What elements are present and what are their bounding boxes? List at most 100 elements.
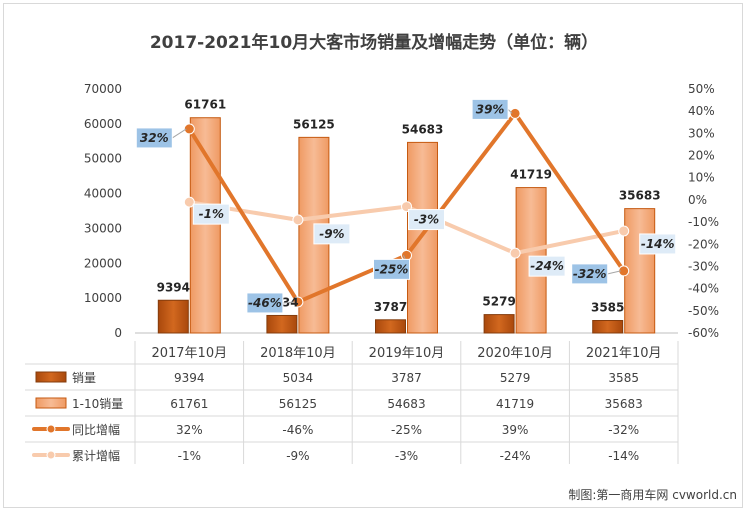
y-right-tick-label: 50% bbox=[688, 82, 715, 96]
data-table: 2017年10月 2018年10月 2019年10月 2020年10月 2021年10月… bbox=[25, 341, 679, 464]
cumulative-point-label-box bbox=[639, 233, 677, 255]
table-cell: 39% bbox=[502, 423, 529, 437]
y-left-tick-label: 50000 bbox=[84, 152, 122, 166]
yoy-point-label: -32% bbox=[573, 267, 607, 281]
data-labels: 9394503437875279358561761561255468341719… bbox=[135, 98, 677, 315]
table-row-label: 同比增幅 bbox=[72, 422, 120, 437]
point-yoy bbox=[183, 123, 195, 135]
bar-value-label: 35683 bbox=[619, 189, 661, 203]
table-cell: 35683 bbox=[605, 397, 643, 411]
bar-monthly bbox=[266, 314, 298, 334]
point-cumulative bbox=[183, 196, 195, 208]
yoy-point-label: 32% bbox=[140, 131, 169, 145]
y-left-tick-label: 20000 bbox=[84, 256, 122, 270]
y-right-tick-label: -10% bbox=[688, 215, 719, 229]
y-right-tick-label: 20% bbox=[688, 149, 715, 163]
table-cell: 5034 bbox=[283, 371, 314, 385]
yoy-leader-line bbox=[507, 109, 513, 114]
cumulative-point-label-box bbox=[192, 203, 230, 225]
cumulative-point-label: -3% bbox=[414, 213, 439, 227]
point-cumulative bbox=[509, 247, 521, 259]
table-cell: 3787 bbox=[391, 371, 422, 385]
y-right-tick-label: -60% bbox=[688, 326, 719, 340]
bar-ytd bbox=[624, 208, 656, 334]
point-cumulative bbox=[618, 225, 630, 237]
y-right-tick-label: 30% bbox=[688, 126, 715, 140]
bar-monthly bbox=[592, 320, 624, 334]
y-right-tick-label: 0% bbox=[688, 193, 707, 207]
lines bbox=[183, 107, 630, 308]
y-right-tick-label: -30% bbox=[688, 259, 719, 273]
table-cell: -46% bbox=[282, 423, 313, 437]
cumulative-point-label: -9% bbox=[319, 227, 344, 241]
bar-value-label: 3585 bbox=[591, 301, 624, 315]
bar-monthly bbox=[375, 319, 406, 334]
cumulative-point-label: -1% bbox=[199, 207, 224, 221]
table-row-label: 累计增幅 bbox=[72, 448, 120, 463]
yoy-point-label-box bbox=[373, 258, 410, 280]
cumulative-point-label-box bbox=[313, 223, 351, 245]
y-left-tick-label: 30000 bbox=[84, 221, 122, 235]
bar-value-label: 9394 bbox=[157, 280, 190, 294]
yoy-point-label-box bbox=[471, 98, 509, 120]
yoy-point-label: -25% bbox=[375, 262, 409, 276]
table-cell: -14% bbox=[608, 449, 639, 463]
point-cumulative bbox=[292, 214, 304, 226]
y-right-tick-label: 10% bbox=[688, 171, 715, 185]
category-label: 2019年10月 bbox=[369, 346, 445, 361]
bar-value-label: 56125 bbox=[293, 117, 335, 131]
credit-text: 制图:第一商用车网 cvworld.cn bbox=[568, 487, 737, 502]
category-label: 2020年10月 bbox=[477, 346, 553, 361]
y-right-tick-label: -50% bbox=[688, 304, 719, 318]
yoy-point-label-box bbox=[571, 263, 609, 285]
bar-monthly bbox=[483, 314, 515, 334]
table-cell: -3% bbox=[395, 449, 418, 463]
table-cell: 41719 bbox=[496, 397, 534, 411]
table-cell: -32% bbox=[608, 423, 639, 437]
yoy-point-label: 39% bbox=[476, 102, 505, 116]
y-right-tick-label: 40% bbox=[688, 104, 715, 118]
table-cell: -1% bbox=[178, 449, 201, 463]
bar-value-label: 54683 bbox=[402, 122, 444, 136]
legend-key-monthly-bar bbox=[35, 371, 67, 383]
table-row-label: 销量 bbox=[72, 371, 96, 385]
yoy-leader-line bbox=[282, 301, 295, 304]
bar-value-label: 61761 bbox=[184, 98, 226, 112]
bar-monthly bbox=[157, 299, 189, 334]
y-left-tick-label: 40000 bbox=[84, 187, 122, 201]
category-label: 2017年10月 bbox=[151, 346, 227, 361]
y-right-tick-label: -20% bbox=[688, 237, 719, 251]
cumulative-point-label: -24% bbox=[530, 259, 564, 273]
y-right-tick-label: -40% bbox=[688, 282, 719, 296]
axes: 0 10000 20000 30000 40000 50000 60000 70000 -60%… bbox=[84, 82, 719, 340]
y-left-tick-label: 10000 bbox=[84, 291, 122, 305]
yoy-point-label-box bbox=[135, 127, 173, 149]
table-row-label: 1-10销量 bbox=[72, 397, 123, 411]
table-cell: 61761 bbox=[170, 397, 208, 411]
y-left-tick-label: 70000 bbox=[84, 82, 122, 96]
y-left-tick-label: 60000 bbox=[84, 117, 122, 131]
legend-key-marker bbox=[46, 424, 56, 434]
legend-key-marker bbox=[46, 450, 56, 460]
table-cell: 9394 bbox=[174, 371, 205, 385]
table-cell: 56125 bbox=[279, 397, 317, 411]
yoy-point-label-box bbox=[246, 292, 284, 314]
yoy-leader-line bbox=[172, 128, 187, 139]
chart-title: 2017-2021年10月大客市场销量及增幅走势（单位：辆） bbox=[150, 32, 598, 53]
category-label: 2018年10月 bbox=[260, 346, 336, 361]
chart-frame bbox=[3, 3, 743, 508]
table-cell: -25% bbox=[391, 423, 422, 437]
table-cell: 32% bbox=[176, 423, 203, 437]
table-cell: 3585 bbox=[608, 371, 639, 385]
legend-key-ytd-bar bbox=[35, 397, 67, 409]
table-cell: 5279 bbox=[500, 371, 531, 385]
yoy-leader-line bbox=[607, 270, 621, 275]
table-cell: -24% bbox=[500, 449, 531, 463]
yoy-point-label: -46% bbox=[248, 296, 282, 310]
category-label: 2021年10月 bbox=[586, 346, 662, 361]
cumulative-point-label-box bbox=[528, 255, 566, 277]
bar-value-label: 41719 bbox=[510, 168, 552, 182]
cumulative-point-label: -14% bbox=[641, 237, 675, 251]
table-cell: 54683 bbox=[387, 397, 425, 411]
